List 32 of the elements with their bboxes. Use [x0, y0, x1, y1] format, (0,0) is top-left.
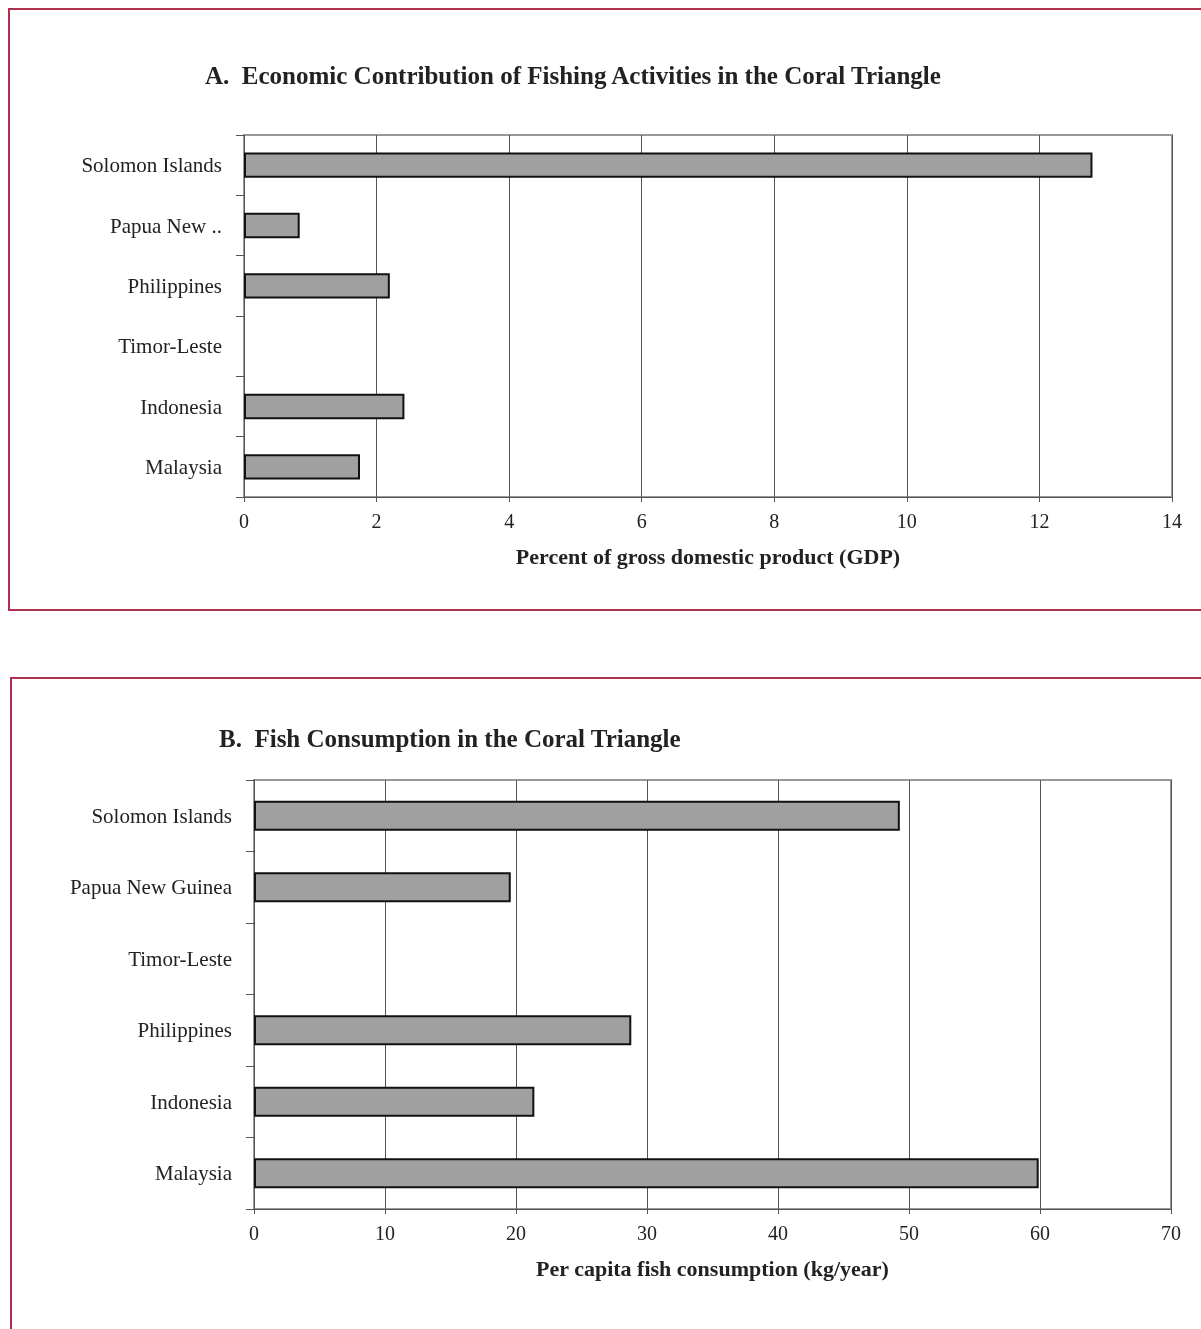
- y-tick-label: Philippines: [137, 1018, 232, 1043]
- x-tick-label: 70: [1161, 1222, 1181, 1244]
- y-tick-label: Timor-Leste: [128, 946, 232, 971]
- x-tick-label: 50: [899, 1222, 919, 1244]
- chart-title: A. Economic Contribution of Fishing Activities in the Coral Triangle: [205, 62, 941, 89]
- y-tick-label: Malaysia: [155, 1161, 233, 1186]
- y-tick-label: Indonesia: [140, 394, 223, 419]
- x-axis-title: Percent of gross domestic product (GDP): [515, 543, 901, 569]
- x-tick-label: 10: [375, 1222, 395, 1244]
- x-tick-label: 60: [1030, 1222, 1050, 1244]
- y-tick-label: Solomon Islands: [91, 803, 232, 828]
- x-tick-label: 0: [249, 1222, 259, 1244]
- x-axis-title: Per capita fish consumption (kg/year): [536, 1255, 889, 1281]
- x-tick-label: 2: [371, 510, 382, 532]
- y-tick-label: Timor-Leste: [118, 334, 222, 359]
- x-tick-label: 12: [1029, 510, 1050, 532]
- x-tick-label: 14: [1162, 510, 1182, 532]
- y-tick-label: Papua New Guinea: [69, 875, 233, 900]
- x-tick-label: 10: [896, 510, 917, 532]
- y-tick-label: Papua New ..: [110, 213, 222, 238]
- x-tick-label: 0: [239, 510, 249, 532]
- x-tick-label: 40: [768, 1222, 788, 1244]
- x-tick-label: 8: [769, 510, 780, 532]
- y-tick-label: Solomon Islands: [81, 153, 222, 178]
- x-tick-label: 20: [506, 1222, 526, 1244]
- y-tick-label: Indonesia: [150, 1089, 233, 1114]
- x-tick-label: 30: [637, 1222, 657, 1244]
- x-tick-label: 6: [636, 510, 647, 532]
- x-tick-label: 4: [504, 510, 515, 532]
- y-tick-label: Philippines: [127, 273, 222, 298]
- chart-title: B. Fish Consumption in the Coral Triangle: [219, 725, 681, 752]
- y-tick-label: Malaysia: [145, 454, 223, 479]
